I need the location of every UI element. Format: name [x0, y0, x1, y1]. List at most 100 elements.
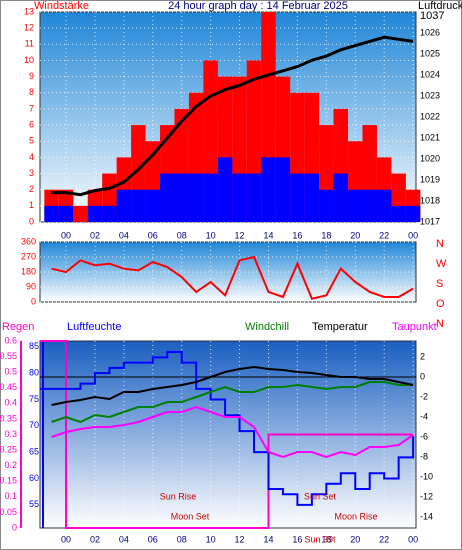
tick-label: 7	[29, 103, 34, 113]
bar	[261, 157, 276, 222]
tick-label: 1019	[420, 174, 440, 184]
step-line	[40, 340, 414, 529]
tick-label: 360	[21, 236, 36, 246]
x-tick-label: 16	[292, 534, 302, 544]
tick-label: -10	[420, 471, 433, 481]
tick-label: 0.55	[0, 351, 17, 361]
annotation: Moon Rise	[334, 511, 377, 521]
bar	[348, 189, 363, 222]
tick-label: 55	[29, 499, 39, 509]
bar	[362, 189, 377, 222]
step-line	[40, 351, 415, 506]
x-tick-label: 00	[408, 534, 418, 544]
tick-label: 0	[29, 216, 34, 226]
tick-label: 2	[420, 351, 425, 361]
x-tick-label: 00	[61, 534, 71, 544]
bar	[405, 205, 421, 222]
tick-label: 3	[29, 168, 34, 178]
legend-label: Taupunkt	[392, 321, 437, 333]
tick-label: -6	[420, 431, 428, 441]
bar	[131, 189, 146, 222]
tick-label: 0.45	[0, 382, 17, 392]
legend-label: Windstärke	[34, 0, 89, 12]
tick-label: 0.5	[4, 367, 17, 377]
tick-label: -4	[420, 411, 428, 421]
x-tick-label: 22	[379, 534, 389, 544]
tick-label: 60	[29, 473, 39, 483]
x-tick-label: 18	[321, 230, 331, 240]
tick-label: 4	[29, 152, 34, 162]
annotation: Sun Set	[304, 491, 337, 501]
bar	[275, 157, 291, 222]
bar	[58, 205, 74, 222]
bar	[174, 173, 189, 222]
tick-label: 0.35	[0, 413, 17, 423]
tick-label: 1	[29, 200, 34, 210]
line	[51, 255, 414, 300]
bar	[333, 173, 349, 222]
x-tick-label: 16	[292, 230, 302, 240]
x-tick-label: 04	[119, 534, 129, 544]
x-tick-label: 18	[321, 534, 331, 544]
bar	[290, 173, 305, 222]
tick-label: 1023	[420, 90, 440, 100]
tick-label: 0.25	[0, 444, 17, 454]
x-tick-label: 12	[235, 534, 245, 544]
direction-label: N	[436, 318, 444, 330]
tick-label: 1017	[420, 216, 440, 226]
bar	[87, 205, 103, 222]
tick-label: 1025	[420, 48, 440, 58]
tick-label: 0.4	[4, 398, 17, 408]
annotation: Sun 39t	[304, 534, 336, 544]
line	[51, 381, 414, 424]
bar	[391, 205, 406, 222]
x-tick-label: 08	[177, 230, 187, 240]
tick-label: 65	[29, 447, 39, 457]
tick-label: 0.3	[4, 429, 17, 439]
tick-label: 0	[31, 296, 36, 306]
bar	[217, 157, 233, 222]
x-tick-label: 12	[235, 230, 245, 240]
x-tick-label: 08	[177, 534, 187, 544]
x-tick-label: 10	[206, 534, 216, 544]
bar	[304, 173, 320, 222]
tick-label: 10	[24, 55, 34, 65]
annotation: Sun Rise	[160, 491, 197, 501]
line	[51, 365, 414, 406]
tick-label: 80	[29, 368, 39, 378]
legend-label: Temperatur	[312, 321, 368, 333]
tick-label: 2	[29, 184, 34, 194]
direction-label: S	[436, 278, 443, 290]
tick-label: 1022	[420, 111, 440, 121]
tick-label: 0.05	[0, 507, 17, 517]
tick-label: -8	[420, 451, 428, 461]
tick-label: 5	[29, 136, 34, 146]
tick-label: 0	[420, 371, 425, 381]
bar	[203, 173, 218, 222]
legend-label: Windchill	[245, 321, 289, 333]
chart-title: 24 hour graph day : 14 Februar 2025	[168, 0, 348, 12]
tick-label: 1020	[420, 153, 440, 163]
tick-label: 0.2	[4, 460, 17, 470]
bar	[145, 189, 161, 222]
tick-label: 0.15	[0, 476, 17, 486]
x-tick-label: 00	[61, 230, 71, 240]
x-tick-label: 02	[90, 534, 100, 544]
direction-label: O	[436, 298, 445, 310]
legend-label: Luftdruck	[418, 0, 462, 12]
tick-label: 9	[29, 71, 34, 81]
x-tick-label: 14	[263, 534, 273, 544]
line	[51, 35, 414, 197]
direction-label: W	[436, 258, 447, 270]
tick-label: 180	[21, 266, 36, 276]
x-tick-label: 04	[119, 230, 129, 240]
tick-label: 90	[26, 281, 36, 291]
tick-label: 1024	[420, 69, 440, 79]
tick-label: 11	[25, 39, 34, 49]
line	[51, 405, 414, 459]
bar	[73, 205, 88, 222]
tick-label: 8	[29, 87, 34, 97]
tick-label: 0.1	[4, 491, 17, 501]
bar	[44, 205, 59, 222]
